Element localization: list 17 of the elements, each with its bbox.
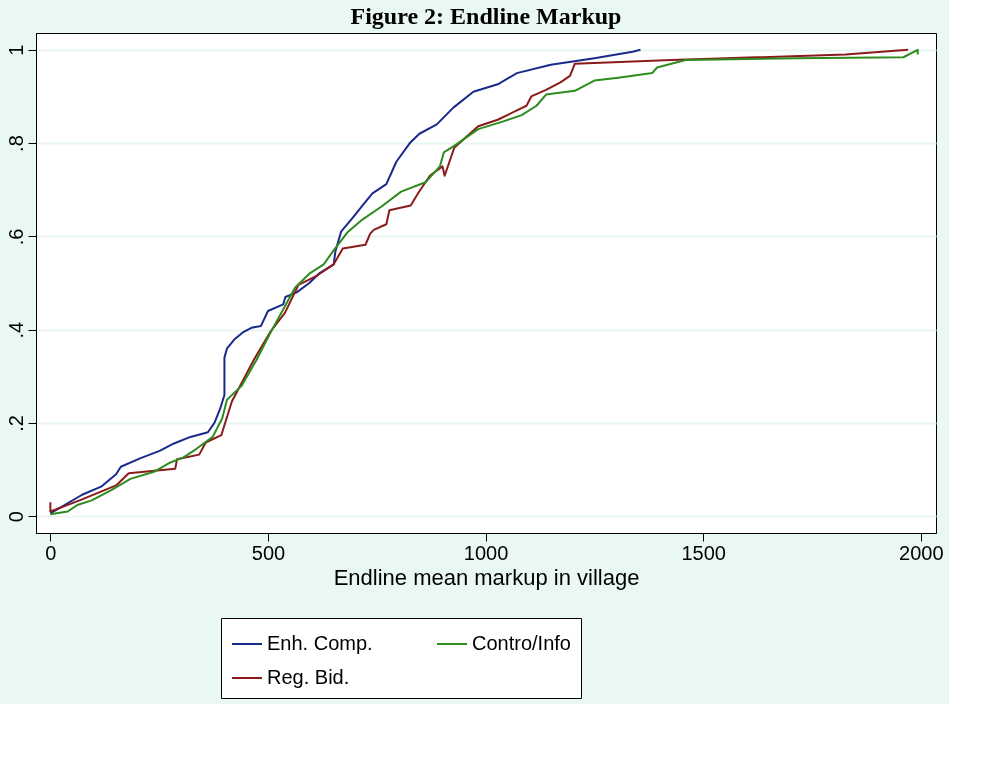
line-series	[49, 48, 642, 515]
legend-label: Reg. Bid.	[267, 666, 350, 688]
y-tick-label: 1	[4, 44, 27, 56]
chart-title: Figure 2: Endline Markup	[350, 3, 622, 29]
legend-label: Enh. Comp.	[267, 632, 373, 654]
x-axis-title: Endline mean markup in village	[333, 564, 640, 590]
x-tick-label: 1000	[463, 541, 509, 564]
y-tick-label: 0	[4, 511, 27, 523]
x-tick-label: 2000	[899, 541, 944, 564]
x-tick-label: 1500	[681, 541, 726, 564]
legend-label: Contro/Info	[472, 632, 571, 654]
y-tick-label: .8	[4, 135, 27, 152]
y-tick-label: .2	[4, 415, 27, 432]
x-tick-label: 0	[45, 541, 57, 564]
x-tick-label: 500	[251, 541, 286, 564]
y-tick-label: .6	[4, 228, 27, 246]
y-tick-label: .4	[4, 321, 27, 339]
